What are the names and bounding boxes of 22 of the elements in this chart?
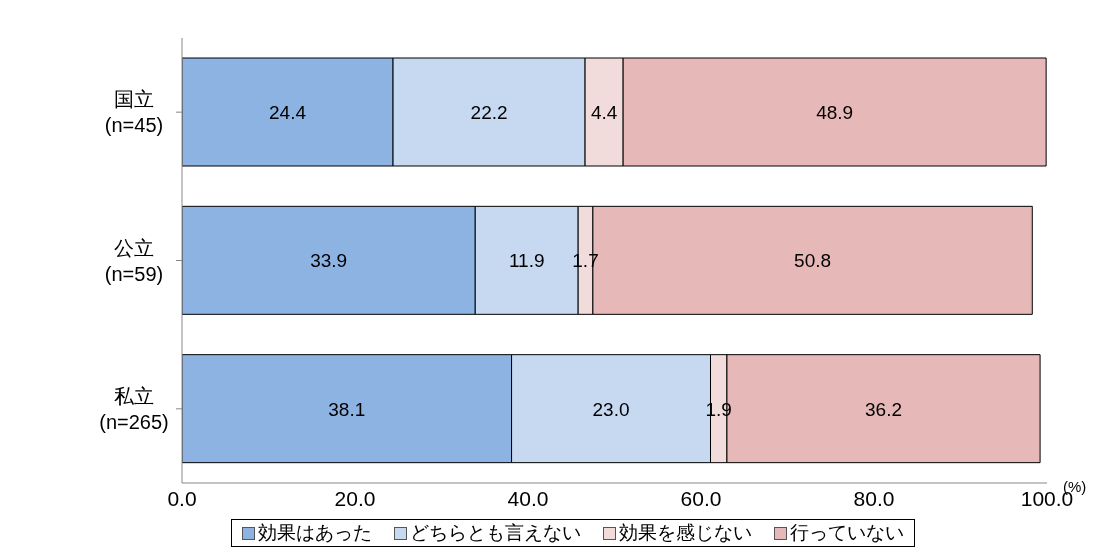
x-tick-label: 60.0: [680, 486, 722, 510]
legend-label: 効果を感じない: [617, 521, 752, 545]
data-label: 50.8: [794, 250, 832, 272]
y-tick-label: 国立 (n=45): [104, 88, 164, 137]
text: 行っていない: [788, 521, 904, 545]
data-label: 4.4: [590, 102, 618, 123]
data-label: 11.9: [508, 250, 545, 272]
data-label: 22.2: [470, 102, 508, 123]
data-label: 48.9: [816, 102, 854, 123]
data-label: 23.0: [592, 398, 630, 420]
legend-label: どちらとも言えない: [408, 521, 581, 545]
x-tick-label: 40.0: [507, 486, 549, 510]
y-tick-label: 私立 (n=265): [99, 384, 169, 433]
data-label: 38.1: [328, 398, 366, 420]
x-tick-label: 0.0: [167, 486, 197, 510]
x-tick-label: 80.0: [853, 486, 895, 510]
data-label: 33.9: [310, 250, 348, 272]
y-tick-label: 公立 (n=59): [104, 236, 164, 285]
data-label: 36.2: [865, 398, 903, 420]
data-label: 24.4: [269, 102, 307, 123]
legend-label: 効果はあった: [256, 521, 372, 545]
x-tick-label: 20.0: [334, 486, 376, 510]
